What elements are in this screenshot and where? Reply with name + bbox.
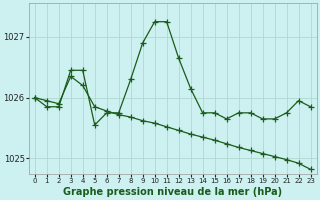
X-axis label: Graphe pression niveau de la mer (hPa): Graphe pression niveau de la mer (hPa) — [63, 187, 282, 197]
